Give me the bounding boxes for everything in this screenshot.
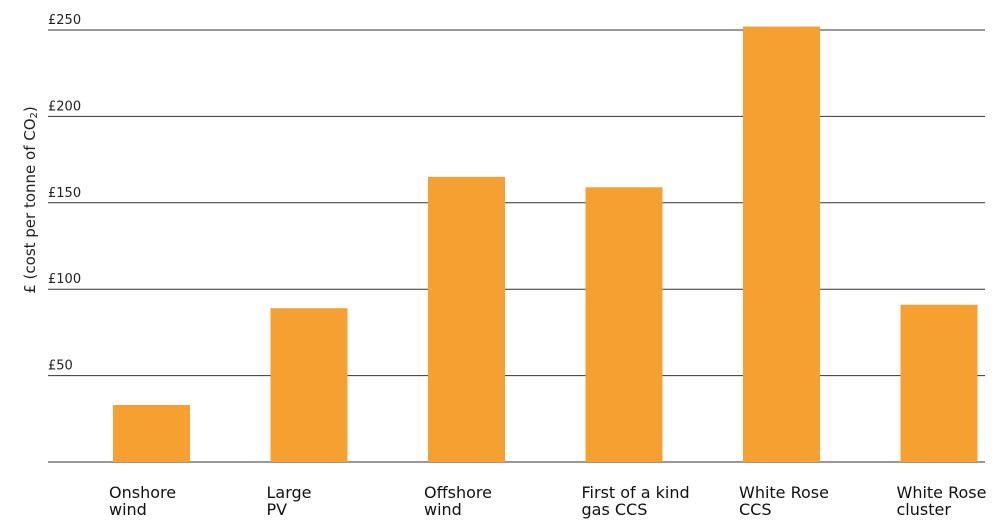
bar — [428, 176, 505, 462]
x-category-label: Large PV — [267, 483, 312, 519]
bar — [113, 404, 190, 462]
y-axis-title-main: £ (cost per tonne of CO — [21, 118, 39, 293]
y-tick-label: £200 — [48, 99, 81, 114]
y-axis-title-suffix: ) — [21, 106, 39, 112]
x-category-label: White Rose CCS — [739, 483, 829, 519]
y-tick-label: £50 — [48, 359, 73, 374]
bar — [743, 26, 820, 462]
bar — [270, 308, 348, 462]
y-tick-label: £150 — [48, 186, 81, 201]
y-axis-title: £ (cost per tonne of CO2) — [21, 106, 41, 294]
y-tick-label: £250 — [48, 13, 81, 28]
y-tick-label: £100 — [48, 272, 81, 287]
bar — [585, 187, 663, 463]
bars — [113, 26, 978, 463]
x-axis-categories: Onshore wind Large PV Offshore wind First of a… — [109, 483, 986, 519]
y-axis-ticks: £50 £100 £150 £200 £250 — [48, 13, 81, 374]
x-category-label: Onshore wind — [109, 483, 176, 519]
gridlines — [48, 29, 985, 463]
x-category-label: White Rose cluster — [897, 483, 987, 519]
x-category-label: Offshore wind — [424, 483, 492, 519]
x-category-label: First of a kind gas CCS — [582, 483, 690, 519]
bar — [900, 304, 978, 462]
y-axis-title-subscript: 2 — [29, 112, 40, 118]
